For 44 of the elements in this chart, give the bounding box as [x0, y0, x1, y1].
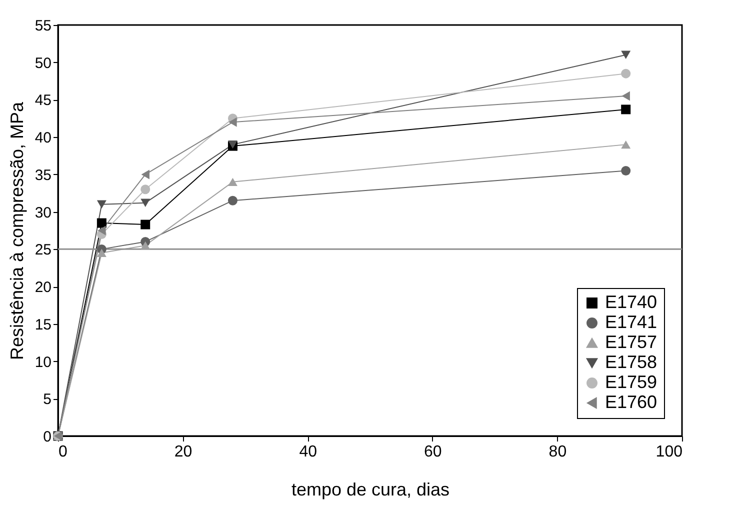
point	[96, 200, 106, 208]
y-tick-label: 5	[43, 391, 52, 408]
point	[96, 248, 106, 258]
legend-label: E1759	[605, 372, 658, 392]
point	[140, 184, 150, 194]
y-tick-label: 25	[34, 242, 52, 259]
y-tick-label: 45	[34, 92, 52, 110]
y-tick-label: 40	[34, 130, 52, 147]
point	[98, 226, 106, 236]
point	[621, 68, 631, 78]
point	[228, 178, 238, 186]
point	[621, 50, 631, 59]
y-tick-label: 10	[34, 354, 52, 371]
legend-label: E1757	[605, 332, 658, 352]
y-tick-label: 15	[34, 316, 52, 334]
y-tick-label: 0	[43, 428, 52, 446]
x-tick-label: 80	[548, 444, 567, 460]
x-tick-label: 60	[424, 444, 442, 460]
x-tick-label: 100	[656, 444, 683, 460]
legend-label: E1741	[605, 312, 658, 332]
point	[140, 220, 150, 230]
legend-label: E1758	[605, 352, 658, 372]
y-tick-label: 35	[34, 166, 52, 184]
point	[141, 170, 150, 180]
point	[621, 104, 631, 114]
legend-label: E1760	[605, 392, 658, 412]
legend-label: E1740	[605, 292, 658, 312]
x-axis-title: tempo de cura, dias	[291, 480, 450, 500]
point	[228, 196, 238, 206]
point	[140, 198, 150, 207]
point	[228, 117, 237, 127]
y-tick-label: 50	[34, 54, 52, 72]
x-tick-label: 20	[174, 444, 192, 460]
point	[621, 140, 631, 149]
y-tick-label: 30	[34, 204, 52, 222]
x-tick-label: 40	[299, 444, 318, 460]
point	[621, 166, 631, 176]
x-tick-label: 0	[58, 444, 68, 460]
point	[96, 218, 106, 228]
y-tick-label: 55	[34, 18, 52, 34]
point	[140, 241, 150, 250]
y-tick-label: 20	[34, 279, 52, 296]
point	[622, 91, 630, 101]
y-axis-title: Resistência à compressão, MPa	[6, 100, 27, 360]
